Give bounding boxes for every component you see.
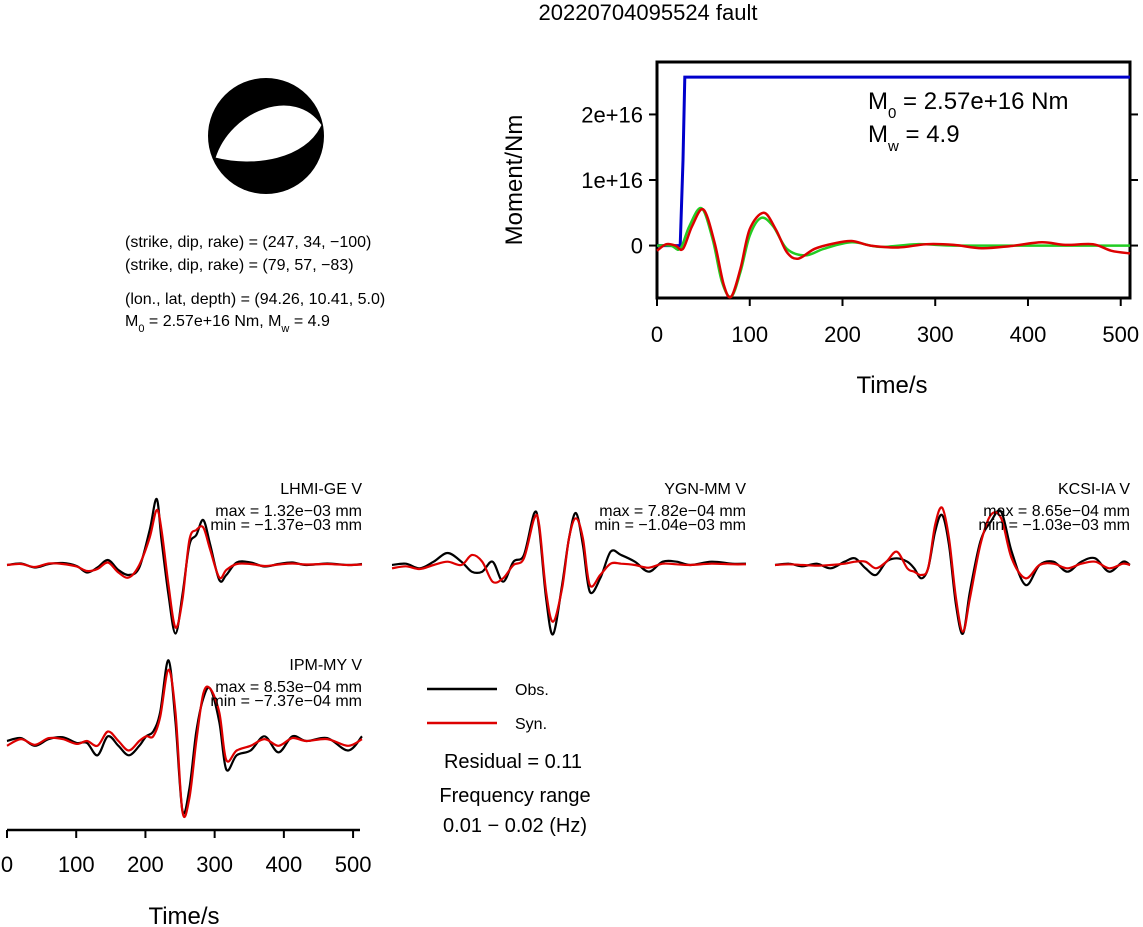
m0-stat-subscript: 0 [888, 105, 896, 122]
legend: Obs. Syn. Residual = 0.11 Frequency rang… [427, 682, 591, 837]
moment-x-tick-label: 500 [1102, 322, 1139, 347]
station-min-label: min = −7.37e−04 mm [210, 693, 362, 710]
station-max-label: max = 8.53e−04 mm [215, 679, 362, 696]
station-max-label: max = 1.32e−03 mm [215, 503, 362, 520]
station-min-label: min = −1.03e−03 mm [978, 517, 1130, 534]
m0-stat-value: = 2.57e+16 Nm [896, 88, 1068, 115]
synthetic-trace [6, 668, 363, 818]
residual-text: Residual = 0.11 [444, 751, 582, 773]
frequency-range-value: 0.01 − 0.02 (Hz) [443, 815, 587, 837]
station-max-label: max = 7.82e−04 mm [599, 503, 746, 520]
moment-series-red [656, 207, 1131, 299]
waveform-x-tick-label: 200 [127, 852, 164, 877]
mw-value: = 4.9 [289, 313, 330, 330]
station-min-label: min = −1.37e−03 mm [210, 517, 362, 534]
moment-y-ticks: 0 1e+16 2e+16 [581, 102, 1138, 259]
moment-x-tick-label: 300 [917, 322, 954, 347]
m0-stat-symbol: M [868, 88, 888, 115]
moment-y-label: Moment/Nm [501, 115, 528, 246]
moment-series [656, 75, 1131, 299]
figure-title: 20220704095524 fault [539, 0, 758, 25]
beachball-white-lobe [214, 104, 323, 163]
focal-line-2: (strike, dip, rake) = (79, 57, −83) [125, 257, 354, 274]
synthetic-trace [391, 513, 747, 623]
moment-plot: 0 100 200 300 400 500 0 1e+16 2e+16 Time/s Mome… [501, 60, 1139, 399]
waveform-x-tick-label: 400 [266, 852, 303, 877]
m0-subscript: 0 [138, 323, 144, 335]
waveform-x-tick-label: 500 [335, 852, 372, 877]
moment-y-tick-label: 2e+16 [581, 102, 643, 127]
focal-line-1: (strike, dip, rake) = (247, 34, −100) [125, 234, 371, 251]
moment-x-label: Time/s [856, 372, 927, 399]
moment-x-tick-label: 100 [731, 322, 768, 347]
moment-x-ticks: 0 100 200 300 400 500 [651, 298, 1139, 347]
moment-y-tick-label: 1e+16 [581, 168, 643, 193]
synthetic-trace [6, 508, 363, 629]
waveform-x-label: Time/s [148, 903, 219, 927]
m0-symbol: M [125, 313, 138, 330]
frequency-range-title: Frequency range [439, 785, 590, 807]
moment-mw-stat: Mw = 4.9 [868, 121, 960, 155]
m0-value: = 2.57e+16 Nm, M [144, 313, 281, 330]
moment-y-tick-label: 0 [631, 234, 643, 259]
mw-stat-value: = 4.9 [899, 121, 960, 148]
station-max-label: max = 8.65e−04 mm [983, 503, 1130, 520]
station-min-label: min = −1.04e−03 mm [594, 517, 746, 534]
mw-stat-subscript: w [887, 138, 899, 155]
station-label: IPM-MY V [289, 657, 362, 674]
waveform-x-tick-label: 0 [1, 852, 13, 877]
waveform-x-axis: Time/s 0 100 200 300 400 500 [1, 828, 372, 927]
waveform-x-tick-label: 100 [58, 852, 95, 877]
station-label: YGN-MM V [664, 481, 746, 498]
location-line: (lon., lat, depth) = (94.26, 10.41, 5.0) [125, 291, 385, 308]
moment-x-tick-label: 200 [824, 322, 861, 347]
beachball [208, 78, 324, 194]
mw-stat-symbol: M [868, 121, 888, 148]
station-label: KCSI-IA V [1058, 481, 1130, 498]
moment-m0-stat: M0 = 2.57e+16 Nm [868, 88, 1068, 122]
moment-x-tick-label: 400 [1010, 322, 1047, 347]
magnitude-line: M0 = 2.57e+16 Nm, Mw = 4.9 [125, 313, 330, 335]
legend-syn-label: Syn. [515, 716, 547, 733]
waveform-x-tick-label: 300 [196, 852, 233, 877]
moment-x-tick-label: 0 [651, 322, 663, 347]
synthetic-trace [774, 506, 1131, 633]
mw-subscript: w [280, 323, 289, 335]
legend-obs-label: Obs. [515, 682, 549, 699]
station-label: LHMI-GE V [280, 481, 362, 498]
observed-trace [391, 510, 747, 636]
moment-series-green [656, 206, 1130, 299]
